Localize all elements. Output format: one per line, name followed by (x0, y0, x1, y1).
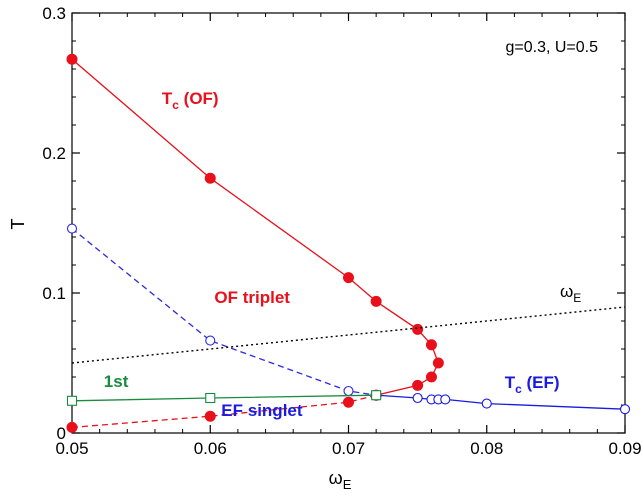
data-point-ef_singlet (343, 396, 354, 408)
data-point-tc_ef (619, 404, 631, 415)
parameters-label: g=0.3, U=0.5 (505, 39, 598, 56)
data-point-tc_of (412, 323, 424, 335)
annotation-of_triplet-main: OF triplet (214, 288, 290, 307)
series-first_order (66, 390, 382, 406)
data-point-tc_of (204, 172, 216, 184)
data-point-first_order (371, 390, 382, 401)
series-omega_e (71, 306, 626, 364)
series-tc_ef (371, 390, 631, 415)
data-point-first_order (66, 395, 78, 406)
x-axis-title: ωE (329, 468, 352, 492)
annotation-tc_of-main: T (162, 89, 173, 108)
annotation-tc_ef-rest: (EF) (522, 373, 560, 392)
annotation-omega_e-main: ω (560, 282, 573, 301)
data-point-of_triplet (205, 335, 216, 346)
annotation-of_triplet: OF triplet (214, 288, 290, 307)
annotation-tc_of: Tc (OF) (162, 89, 219, 112)
y-axis-title: T (8, 219, 28, 230)
data-point-tc_of (412, 379, 424, 391)
series-line-ef_singlet (71, 394, 377, 429)
annotation-tc_of-rest: (OF) (179, 89, 219, 108)
x-tick-label: 0.07 (332, 439, 365, 458)
data-point-tc_of (66, 53, 78, 65)
annotation-layer: Tc (OF) OF triplet 1st EF singlet Tc (EF) ωE (104, 89, 582, 420)
series-line-first_order (71, 394, 377, 402)
data-point-first_order (205, 392, 216, 404)
data-point-tc_ef (440, 394, 451, 405)
data-point-tc_of (432, 357, 444, 369)
annotation-ef_singlet: EF singlet (221, 401, 303, 420)
y-tick-label: 0 (57, 424, 66, 443)
y-tick-label: 0.1 (42, 284, 66, 303)
data-point-of_triplet (66, 223, 78, 234)
y-tick-label: 0.3 (42, 4, 66, 23)
annotation-ef_singlet-main: EF singlet (221, 401, 303, 420)
data-point-ef_singlet (204, 410, 216, 422)
x-axis-title-main: ω (329, 468, 343, 488)
annotation-first_order-main: 1st (104, 372, 129, 391)
annotation-tc_ef-sub: c (515, 382, 522, 396)
data-point-tc_of (343, 272, 354, 284)
data-point-ef_singlet (66, 421, 78, 433)
series-line-omega_e (71, 306, 626, 364)
data-point-tc_of (425, 339, 437, 351)
x-tick-label: 0.09 (608, 439, 641, 458)
x-tick-label: 0.08 (470, 439, 503, 458)
annotation-omega_e-sub: E (573, 291, 581, 305)
data-point-of_triplet (343, 385, 354, 397)
data-point-tc_ef (481, 398, 492, 409)
annotation-omega_e: ωE (560, 282, 581, 305)
plot-frame (71, 12, 626, 434)
y-tick-label: 0.2 (42, 144, 66, 163)
x-axis-title-sub: E (343, 477, 352, 492)
x-tick-label: 0.05 (55, 439, 88, 458)
data-point-tc_of (370, 295, 382, 307)
series-layer (66, 53, 631, 433)
annotation-tc_ef-main: T (505, 373, 516, 392)
annotation-tc_of-sub: c (172, 98, 179, 112)
series-tc_of (66, 53, 444, 401)
annotation-first_order: 1st (104, 372, 129, 391)
x-tick-label: 0.06 (194, 439, 227, 458)
data-point-tc_ef (412, 392, 423, 404)
annotation-tc_ef: Tc (EF) (505, 373, 560, 396)
axis-ticks: 0.05 0.06 0.07 0.08 0.09 0 0.1 0.2 0.3 (42, 4, 641, 458)
series-line-of_triplet (71, 228, 377, 396)
series-line-tc_of (71, 58, 440, 396)
data-point-tc_of (425, 371, 437, 383)
